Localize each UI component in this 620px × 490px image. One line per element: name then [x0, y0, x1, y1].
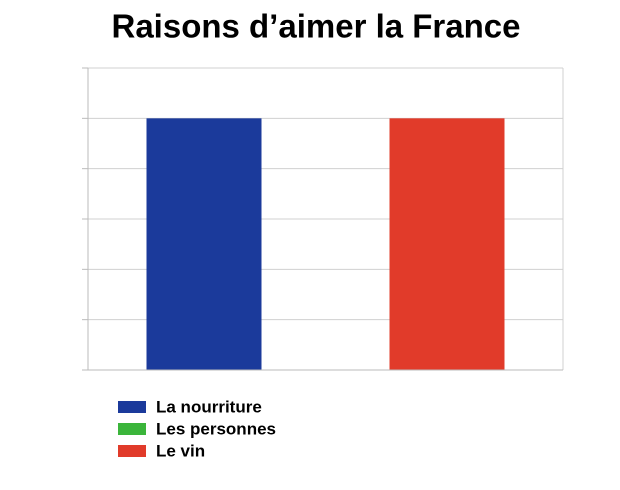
legend-swatch: [118, 401, 146, 413]
bar: [146, 118, 262, 370]
bar: [389, 118, 505, 370]
legend-label: La nourriture: [156, 397, 262, 416]
legend-label: Le vin: [156, 441, 205, 460]
legend-swatch: [118, 423, 146, 435]
legend-label: Les personnes: [156, 419, 276, 438]
chart-title: Raisons d’aimer la France: [111, 8, 520, 45]
legend-swatch: [118, 445, 146, 457]
